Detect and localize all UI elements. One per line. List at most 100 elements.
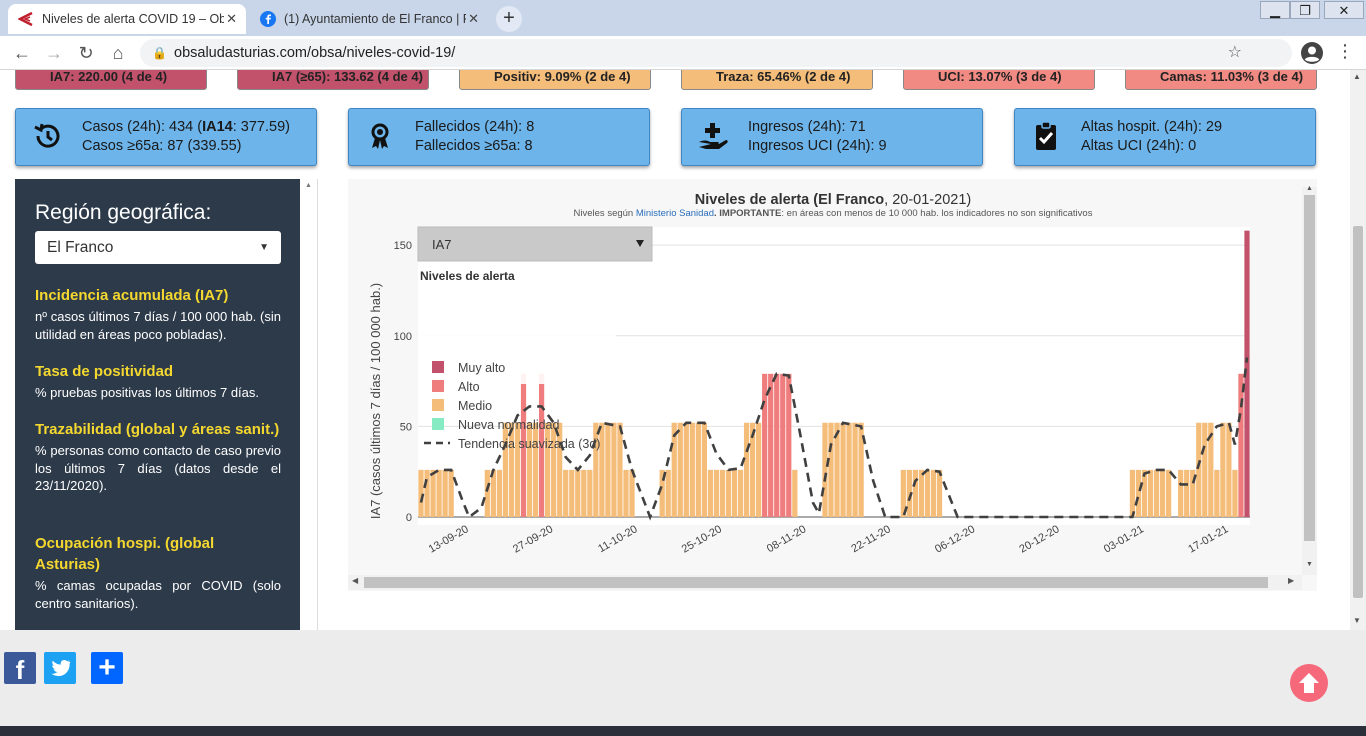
- scroll-thumb[interactable]: [1304, 195, 1315, 541]
- home-icon[interactable]: ⌂: [112, 43, 124, 63]
- chart-vertical-scrollbar[interactable]: ▲ ▼: [1302, 185, 1317, 575]
- bar: [731, 469, 738, 517]
- stat-line-1: Fallecidos (24h): 8: [415, 119, 535, 135]
- ministerio-link[interactable]: Ministerio Sanidad: [636, 208, 714, 219]
- bar: [780, 373, 786, 517]
- page-scrollbar[interactable]: ▲ ▼: [1350, 70, 1366, 630]
- bar: [671, 422, 677, 517]
- stat-line-1: Casos (24h): 434 (IA14: 377.59): [82, 119, 290, 135]
- bar: [725, 469, 732, 517]
- bar: [526, 422, 533, 517]
- chart-title-rest: , 20-01-2021): [884, 192, 971, 208]
- restore-button[interactable]: ❐: [1290, 1, 1320, 19]
- ia7-dropdown[interactable]: IA7: [417, 226, 653, 262]
- bar: [1141, 469, 1148, 517]
- browser-menu-icon[interactable]: ⋮: [1336, 41, 1354, 61]
- indicator-card-trazabilidad: Traza: 65.46% (2 de 4): [681, 70, 873, 90]
- bar: [828, 422, 834, 517]
- facebook-icon: [260, 11, 276, 27]
- close-window-button[interactable]: ✕: [1324, 1, 1364, 19]
- legend-swatch-alto: [432, 380, 444, 392]
- scroll-down-arrow-icon[interactable]: ▼: [1353, 616, 1361, 625]
- bar: [599, 422, 605, 517]
- chart-horizontal-scrollbar[interactable]: ◀ ▶: [348, 575, 1302, 590]
- reload-icon[interactable]: ↻: [78, 43, 94, 63]
- y-tick-label: 150: [394, 240, 412, 252]
- sidebar-item-text: nº casos últimos 7 días / 100 000 hab. (…: [35, 309, 281, 342]
- profile-avatar-icon[interactable]: [1301, 42, 1323, 64]
- close-tab-icon[interactable]: ✕: [468, 11, 479, 26]
- scroll-up-arrow-icon[interactable]: ▲: [1306, 185, 1313, 192]
- bar: [1214, 469, 1220, 517]
- address-bar[interactable]: 🔒 obsaludasturias.com/obsa/niveles-covid…: [140, 39, 1292, 67]
- legend-label: Tendencia suavizada (3d): [458, 437, 600, 451]
- bookmark-star-icon[interactable]: ☆: [1227, 44, 1242, 61]
- bar: [852, 422, 858, 517]
- bar: [418, 469, 424, 517]
- tab-title: Niveles de alerta COVID 19 – Ob: [42, 12, 224, 26]
- bar: [713, 469, 720, 517]
- bar: [508, 422, 515, 517]
- sidebar-item-ocupacion: Ocupación hospi. (global Asturias) % cam…: [35, 533, 281, 612]
- bar: [756, 422, 762, 517]
- legend-swatch-nueva-normalidad: [432, 418, 444, 430]
- bar: [587, 469, 593, 517]
- tab-niveles-alerta[interactable]: Niveles de alerta COVID 19 – Ob ✕: [8, 4, 246, 34]
- tab-ayuntamiento[interactable]: (1) Ayuntamiento de El Franco | F ✕: [250, 4, 488, 34]
- bar: [557, 422, 563, 517]
- stat-text: Casos (24h): 434 (: [82, 119, 203, 135]
- bar: [1196, 422, 1202, 517]
- url-text: obsaludasturias.com/obsa/niveles-covid-1…: [174, 45, 456, 61]
- facebook-share-button[interactable]: f: [4, 652, 36, 685]
- bar: [786, 373, 792, 517]
- forward-arrow-icon[interactable]: →: [45, 43, 63, 63]
- indicator-text: Positiv: 9.09% (2 de 4): [494, 70, 631, 84]
- sidebar-item-title: Incidencia acumulada (IA7): [35, 287, 229, 304]
- bar: [659, 469, 665, 517]
- bar: [484, 469, 490, 517]
- close-tab-icon[interactable]: ✕: [226, 11, 237, 26]
- back-arrow-icon[interactable]: ←: [13, 43, 31, 63]
- arrow-up-icon: [1299, 673, 1319, 693]
- stat-card-fallecidos: Fallecidos (24h): 8 Fallecidos ≥65a: 8: [348, 108, 650, 166]
- bar: [1244, 230, 1250, 517]
- scroll-up-arrow-icon[interactable]: ▲: [305, 182, 312, 189]
- scroll-right-arrow-icon[interactable]: ▶: [1288, 576, 1295, 585]
- scroll-down-arrow-icon[interactable]: ▼: [1306, 561, 1313, 568]
- sidebar-scrollbar[interactable]: ▲: [300, 179, 318, 630]
- scroll-up-arrow-icon[interactable]: ▲: [1353, 72, 1361, 81]
- bar: [496, 469, 503, 517]
- back-to-top-button[interactable]: [1290, 664, 1328, 702]
- scroll-thumb[interactable]: [364, 577, 1268, 588]
- chart-title: Niveles de alerta (El Franco, 20-01-2021…: [695, 192, 971, 208]
- bar: [846, 422, 852, 517]
- indicator-text: Camas: 11.03% (3 de 4): [1160, 70, 1304, 84]
- twitter-icon: [51, 660, 71, 677]
- bar: [1147, 469, 1154, 517]
- bar: [581, 469, 587, 517]
- indicator-text: IA7: 220.00 (4 de 4): [50, 70, 168, 84]
- bar: [1135, 469, 1142, 517]
- more-share-button[interactable]: +: [91, 652, 123, 684]
- stat-line-1: Ingresos (24h): 71: [748, 119, 866, 135]
- region-select[interactable]: El Franco ▼: [35, 231, 281, 264]
- bar: [930, 469, 937, 517]
- scroll-left-arrow-icon[interactable]: ◀: [352, 576, 359, 585]
- bar: [605, 422, 611, 517]
- bar: [774, 373, 780, 517]
- twitter-share-button[interactable]: [44, 652, 76, 684]
- sidebar-item-text: % personas como contacto de caso previo …: [35, 443, 281, 493]
- browser-tab-strip: Niveles de alerta COVID 19 – Ob ✕ (1) Ay…: [0, 0, 1366, 36]
- bar: [701, 422, 707, 517]
- page-footer: f +: [0, 630, 1366, 736]
- legend-swatch-medio: [432, 399, 444, 411]
- y-tick-label: 100: [394, 331, 412, 343]
- bar: [442, 469, 448, 517]
- new-tab-button[interactable]: +: [496, 6, 522, 32]
- minimize-button[interactable]: ▁: [1260, 1, 1290, 19]
- facebook-icon: f: [15, 655, 25, 685]
- bar: [1178, 469, 1184, 517]
- ia7-dropdown-box[interactable]: [417, 226, 653, 262]
- bar: [490, 469, 496, 517]
- scroll-thumb[interactable]: [1353, 226, 1363, 598]
